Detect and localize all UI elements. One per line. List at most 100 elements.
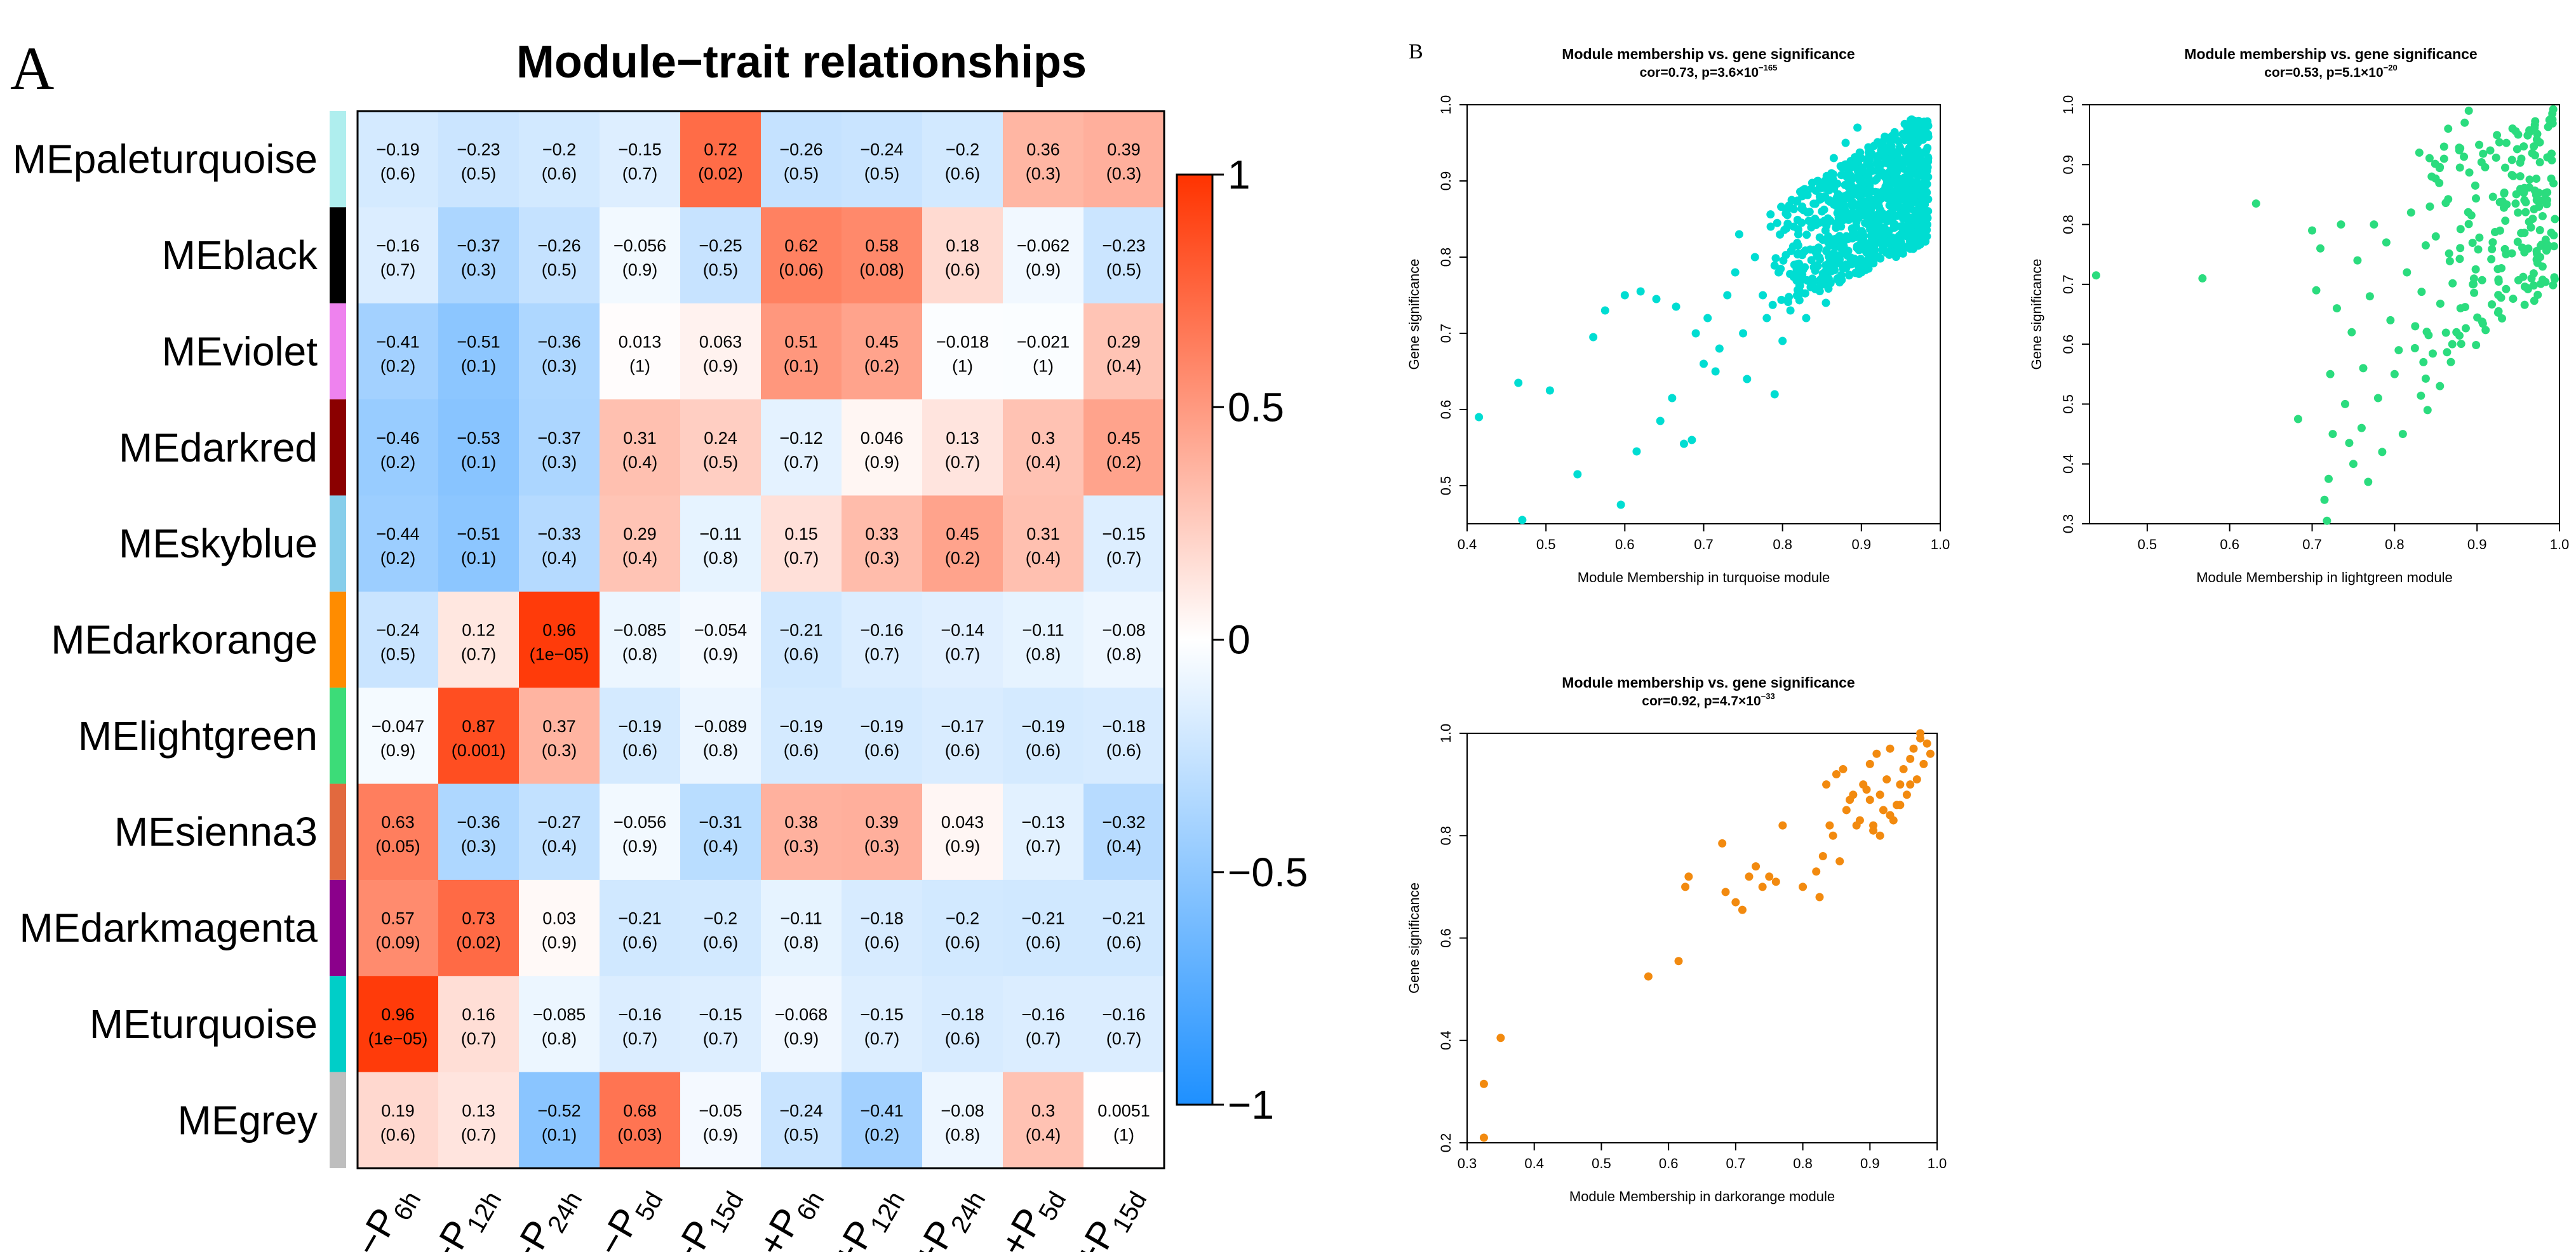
colorbar-tick-label: 0.5: [1228, 384, 1284, 430]
heatmap-cell: [438, 207, 520, 304]
scatter-point: [2445, 249, 2453, 258]
scatter-point: [1822, 171, 1831, 180]
cell-pvalue: (0.7): [1106, 1029, 1142, 1048]
scatter-point: [1786, 306, 1795, 315]
scatter-point: [1827, 267, 1836, 276]
scatter-point: [2469, 274, 2478, 283]
scatter-point: [1899, 213, 1908, 222]
cell-pvalue: (0.6): [945, 1029, 981, 1048]
scatter-point: [2464, 220, 2473, 229]
heatmap-cell: [922, 495, 1003, 592]
scatter-point: [1906, 754, 1915, 763]
scatter-point: [1876, 232, 1885, 241]
cell-value: 0.13: [462, 1101, 495, 1120]
cell-value: −0.18: [1102, 717, 1145, 736]
cell-value: −0.11: [780, 909, 822, 928]
scatter-point: [2461, 324, 2470, 333]
cell-value: 0.24: [704, 429, 737, 448]
scatter-point: [1824, 274, 1833, 283]
scatter-point: [1684, 872, 1693, 881]
scatter-point: [2531, 117, 2540, 126]
cell-value: 0.33: [865, 524, 899, 543]
cell-pvalue: (0.9): [1026, 260, 1061, 279]
scatter-point: [2439, 142, 2448, 151]
heatmap-cell: [1083, 976, 1165, 1073]
scatter-lightgreen: Module membership vs. gene significancec…: [2029, 46, 2569, 585]
heatmap-cell: [1083, 783, 1165, 881]
scatter-point: [2490, 228, 2499, 237]
x-tick-label: 0.6: [1659, 1155, 1679, 1171]
scatter-point: [1926, 749, 1935, 758]
scatter-point: [1907, 116, 1915, 124]
scatter-point: [2378, 448, 2387, 456]
scatter-point: [2535, 225, 2544, 234]
heatmap-cell: [358, 111, 439, 208]
heatmap-cell: [438, 111, 520, 208]
cell-value: −0.36: [457, 813, 500, 832]
scatter-point: [1893, 211, 1902, 220]
scatter-point: [1812, 867, 1821, 876]
scatter-point: [1877, 146, 1886, 155]
scatter-point: [1743, 375, 1752, 383]
scatter-point: [2519, 142, 2528, 151]
scatter-point: [2548, 109, 2557, 118]
scatter-point: [2527, 274, 2536, 283]
scatter-point: [2455, 146, 2464, 155]
scatter-point: [1715, 344, 1724, 353]
scatter-point: [1783, 298, 1792, 307]
scatter-point: [2520, 300, 2529, 309]
scatter-point: [1855, 203, 1863, 212]
scatter-point: [2499, 203, 2508, 212]
scatter-point: [1836, 243, 1845, 251]
scatter-point: [1862, 785, 1871, 794]
cell-value: −0.085: [614, 621, 666, 640]
cell-value: 0.45: [1107, 429, 1141, 448]
scatter-point: [2530, 296, 2539, 305]
scatter-point: [1718, 839, 1727, 848]
scatter-point: [1832, 770, 1841, 778]
panel-b-label: B: [1409, 40, 1423, 63]
scatter-point: [1886, 744, 1895, 753]
scatter-point: [2308, 226, 2317, 235]
column-label: +P6h: [749, 1176, 829, 1252]
scatter-point: [2460, 303, 2469, 312]
scatter-point: [2493, 131, 2502, 140]
scatter-point: [1770, 390, 1779, 399]
scatter-point: [2455, 163, 2464, 172]
scatter-point: [2471, 265, 2480, 274]
heatmap-cell: [600, 879, 681, 976]
cell-value: −0.15: [860, 1005, 903, 1024]
heatmap-cell: [600, 111, 681, 208]
scatter-point: [2340, 399, 2349, 408]
cell-value: −0.19: [779, 717, 822, 736]
scatter-point: [1918, 148, 1927, 157]
y-tick-label: 0.4: [2060, 454, 2076, 474]
heatmap-cell: [761, 1072, 842, 1169]
scatter-point: [1518, 516, 1527, 524]
cell-value: −0.44: [376, 524, 419, 543]
heatmap-cell: [358, 495, 439, 592]
x-tick-label: 0.4: [1524, 1155, 1544, 1171]
scatter-point: [1788, 242, 1797, 251]
scatter-turquoise: Module membership vs. gene significancec…: [1406, 46, 1950, 585]
heatmap-cell: [842, 207, 923, 304]
scatter-point: [1786, 269, 1795, 278]
scatter-point: [2525, 175, 2534, 184]
scatter-point: [1644, 972, 1653, 981]
cell-pvalue: (0.5): [542, 260, 577, 279]
x-tick-label: 0.6: [2220, 536, 2239, 552]
scatter-point: [2512, 145, 2521, 154]
scatter-point: [1738, 905, 1747, 914]
cell-pvalue: (0.5): [784, 164, 819, 183]
scatter-point: [1848, 183, 1857, 192]
scatter-point: [2543, 244, 2552, 253]
scatter-point: [2435, 164, 2444, 173]
scatter-point: [1815, 287, 1824, 296]
scatter-point: [2500, 163, 2509, 172]
cell-pvalue: (0.2): [380, 549, 416, 568]
scatter-point: [1818, 852, 1827, 860]
cell-value: −0.24: [779, 1101, 822, 1120]
heatmap-cell: [600, 399, 681, 496]
scatter-point: [1872, 159, 1881, 168]
heatmap-cell: [680, 207, 761, 304]
